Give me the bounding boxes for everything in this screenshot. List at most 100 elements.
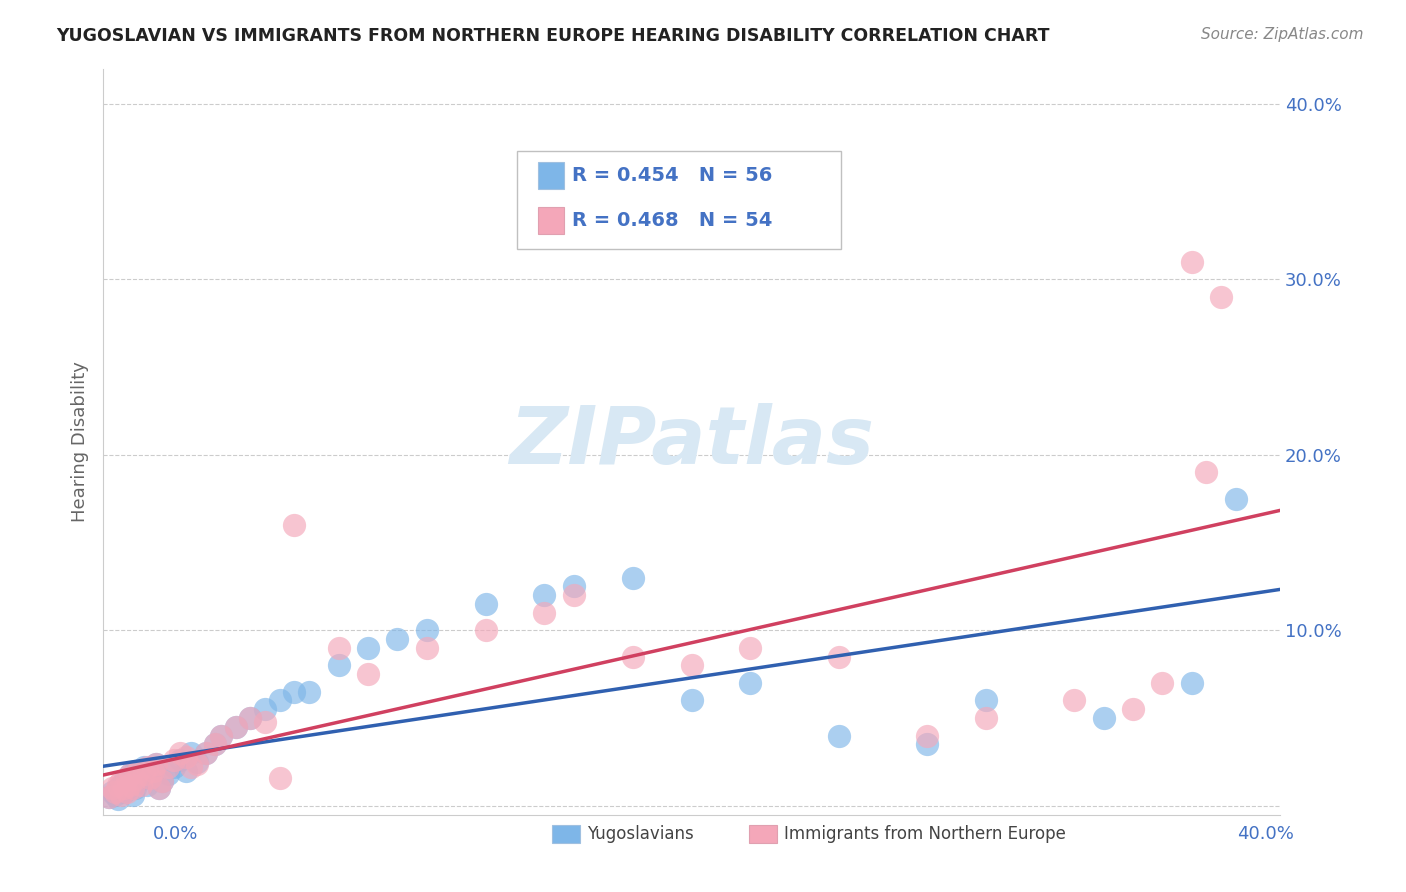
Point — [357, 667, 380, 681]
Point — [253, 714, 276, 729]
Point — [115, 771, 138, 785]
Point — [163, 753, 186, 767]
Point — [115, 771, 138, 785]
Point — [180, 760, 202, 774]
Point — [131, 767, 153, 781]
Point — [180, 746, 202, 760]
Point — [142, 764, 165, 778]
Point — [131, 778, 153, 792]
Point — [118, 767, 141, 781]
Point — [621, 571, 644, 585]
Point — [174, 749, 197, 764]
Text: YUGOSLAVIAN VS IMMIGRANTS FROM NORTHERN EUROPE HEARING DISABILITY CORRELATION CH: YUGOSLAVIAN VS IMMIGRANTS FROM NORTHERN … — [56, 27, 1050, 45]
Point — [204, 737, 226, 751]
Point — [150, 774, 173, 789]
Point — [139, 771, 162, 785]
Point — [283, 517, 305, 532]
Point — [136, 760, 159, 774]
Point — [127, 774, 149, 789]
Point — [828, 729, 851, 743]
Point — [98, 790, 121, 805]
Point — [621, 649, 644, 664]
Point — [156, 767, 179, 781]
Point — [225, 720, 247, 734]
Point — [1225, 491, 1247, 506]
Point — [740, 640, 762, 655]
Point — [186, 756, 208, 771]
Point — [142, 764, 165, 778]
Point — [124, 772, 146, 787]
Point — [110, 789, 132, 803]
Point — [156, 760, 179, 774]
Text: R = 0.468   N = 54: R = 0.468 N = 54 — [572, 211, 773, 230]
Point — [107, 778, 129, 792]
Point — [474, 597, 496, 611]
Point — [169, 746, 191, 760]
Point — [1092, 711, 1115, 725]
Text: R = 0.454   N = 56: R = 0.454 N = 56 — [572, 166, 773, 186]
Point — [127, 764, 149, 778]
Point — [915, 729, 938, 743]
Point — [1195, 465, 1218, 479]
Point — [562, 579, 585, 593]
Point — [163, 760, 186, 774]
Point — [101, 781, 124, 796]
Point — [107, 791, 129, 805]
Point — [112, 774, 135, 789]
Point — [681, 658, 703, 673]
Point — [139, 771, 162, 785]
Point — [1181, 254, 1204, 268]
Point — [416, 624, 439, 638]
Point — [253, 702, 276, 716]
Point — [209, 729, 232, 743]
Point — [974, 711, 997, 725]
Point — [195, 746, 218, 760]
Point — [239, 711, 262, 725]
Point — [107, 781, 129, 796]
Point — [328, 640, 350, 655]
Point — [239, 711, 262, 725]
Point — [474, 624, 496, 638]
Point — [174, 764, 197, 778]
Point — [148, 781, 170, 796]
Text: Immigrants from Northern Europe: Immigrants from Northern Europe — [785, 825, 1066, 843]
Point — [562, 588, 585, 602]
Text: 40.0%: 40.0% — [1237, 825, 1294, 843]
Point — [1152, 676, 1174, 690]
Point — [112, 781, 135, 796]
Text: Yugoslavians: Yugoslavians — [588, 825, 693, 843]
Point — [186, 755, 208, 769]
Point — [169, 753, 191, 767]
Point — [136, 778, 159, 792]
Point — [121, 772, 143, 787]
Point — [104, 789, 127, 803]
Point — [828, 649, 851, 664]
Point — [387, 632, 409, 646]
Point — [225, 720, 247, 734]
Point — [974, 693, 997, 707]
Point — [134, 760, 156, 774]
Point — [283, 684, 305, 698]
Point — [115, 785, 138, 799]
Point — [269, 693, 291, 707]
Point — [110, 778, 132, 792]
Point — [1122, 702, 1144, 716]
Point — [533, 588, 555, 602]
Text: 0.0%: 0.0% — [153, 825, 198, 843]
Point — [1211, 290, 1233, 304]
Point — [98, 790, 121, 805]
Point — [357, 640, 380, 655]
Point — [148, 781, 170, 796]
Point — [112, 785, 135, 799]
Point — [104, 785, 127, 799]
Point — [1063, 693, 1085, 707]
Point — [145, 756, 167, 771]
Point — [681, 693, 703, 707]
Point — [115, 781, 138, 796]
Point — [124, 764, 146, 778]
Point — [1181, 676, 1204, 690]
Point — [298, 684, 321, 698]
Point — [118, 767, 141, 781]
Point — [195, 746, 218, 760]
Point — [110, 774, 132, 789]
